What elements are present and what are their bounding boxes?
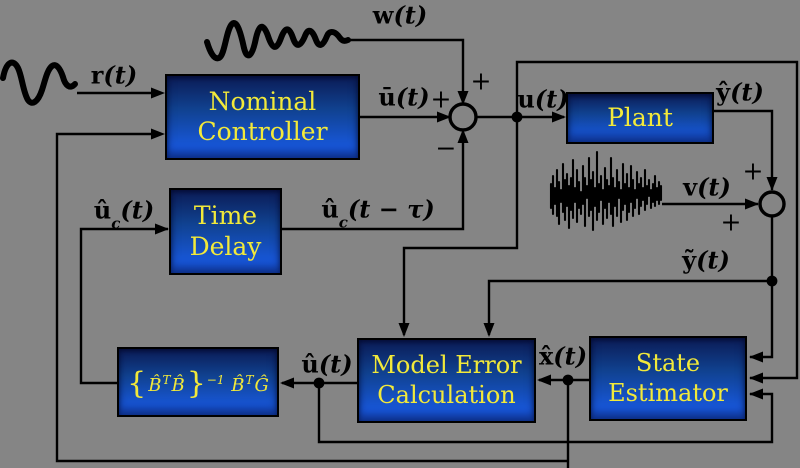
wire-gain-to-delay [79,227,168,385]
wire-plant-to-sum2 [714,109,774,190]
gain-lbrace: { [127,365,147,401]
block-label-line: Time [193,201,258,230]
gain-ghat: Ĝ [254,374,269,396]
label-u-hat-c-delayed: ûc(t − τ) [321,194,435,232]
label-u-hat-c: ûc(t) [93,195,155,233]
arrow-into-controller-top [151,87,165,99]
block-label-line: Calculation [377,380,516,409]
arrow-u-into-estimator [749,372,763,384]
gain-expression: {B̂TB̂}−1 B̂TĜ [126,364,270,401]
block-state-estimator: State Estimator [589,336,747,421]
measurement-noise-burst [549,150,663,232]
summing-junction-1 [448,102,478,132]
block-label-line: Model Error [371,351,522,380]
wire-u-to-estimator [515,60,799,380]
arrow-u-into-model-error [398,323,410,337]
wire-xhat-feedback-to-controller [55,132,568,463]
block-time-delay: Time Delay [169,188,282,275]
gain-transpose-2: T [245,372,254,387]
dot-uhat-branch [313,377,325,389]
arrow-into-sum1-top [457,91,469,105]
dot-u-branch [511,111,523,123]
block-label-line: Estimator [608,378,728,407]
block-nominal-controller: Nominal Controller [165,74,360,160]
gain-inverse-exp: −1 [206,372,225,387]
arrow-into-sum1-left [437,111,451,123]
gain-bhat-2: B̂ [171,374,185,396]
label-u: u(t) [517,84,569,114]
block-label-line: Controller [197,117,328,146]
label-u-hat: û(t) [301,349,353,379]
gain-bhat-3: B̂ [231,374,245,396]
arrow-ytilde-into-estimator [749,351,763,363]
label-y-tilde: ỹ(t) [682,245,730,275]
arrowheads [151,87,778,400]
block-label-line: Nominal [208,86,317,116]
wire-u-to-model-error [402,117,519,335]
wire-delay-to-sum1 [282,132,465,231]
arrow-into-controller-bottom [151,128,165,140]
label-y-hat: ŷ(t) [716,77,764,107]
gain-bhat-1: B̂ [148,374,162,396]
wire-uhat-to-estimator [317,383,774,444]
gain-rbrace: } [186,365,206,401]
wire-ytilde-to-model-error [487,279,772,335]
arrow-ytilde-into-model-error [483,323,495,337]
summing-junctions [448,102,786,218]
arrow-into-sum2-left [745,198,759,210]
arrow-into-plant [552,111,566,123]
wire-sum2-to-estimator [750,216,774,359]
signal-wires [55,38,799,468]
disturbance-noise-squiggle [204,20,351,62]
dot-xhat-branch [562,374,574,386]
reference-noise-squiggle [0,59,78,106]
arrow-into-gain [280,377,294,389]
block-pseudo-inverse-gain: {B̂TB̂}−1 B̂TĜ [117,347,279,417]
wire-w-to-sum1 [346,38,465,103]
block-plant: Plant [566,92,714,144]
label-x-hat: x̂(t) [538,341,588,371]
label-v: v(t) [683,172,731,202]
gain-transpose-1: T [162,372,171,387]
dot-ytilde-branch [766,275,778,287]
label-r: r(t) [90,60,138,90]
sign-sum1-ubar-plus: + [430,84,452,114]
sign-sum1-delay-minus: − [435,133,457,163]
sign-sum1-w-plus: + [470,66,492,96]
block-label-line: Plant [607,102,673,132]
block-label-line: State [635,349,701,378]
arrow-uhat-into-estimator [749,388,763,400]
summing-junction-2 [758,190,786,218]
sign-sum2-yhat-plus: + [742,156,764,186]
wire-junction-dots [313,111,778,389]
label-u-bar: ū(t) [378,82,430,112]
sign-sum2-v-plus: + [720,207,742,237]
arrow-into-delay [155,223,169,235]
noise-decorations [0,20,663,232]
arrow-xhat-into-model-error [537,374,551,386]
arrow-into-sum2-top [766,177,778,191]
block-model-error-calculation: Model Error Calculation [357,338,536,423]
arrow-into-sum1-bottom [457,129,469,143]
label-w: w(t) [372,0,428,30]
block-label-line: Delay [189,231,262,261]
